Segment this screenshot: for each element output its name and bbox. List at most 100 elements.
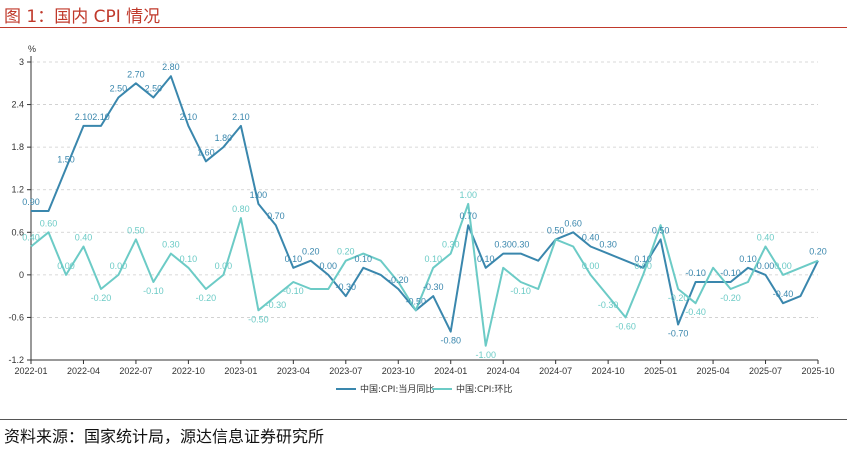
data-label-mom: -0.20	[668, 293, 689, 303]
x-tick-label: 2022-04	[67, 366, 100, 376]
data-label-yoy: 0.10	[285, 254, 303, 264]
data-label-yoy: -0.30	[423, 282, 444, 292]
legend-label-mom: 中国:CPI:环比	[456, 383, 512, 395]
footer-divider	[0, 419, 847, 420]
data-label-mom: 0.00	[215, 261, 233, 271]
data-label-yoy: -0.20	[388, 275, 409, 285]
data-label-yoy: 1.80	[215, 133, 233, 143]
x-tick-label: 2024-04	[487, 366, 520, 376]
data-label-yoy: 1.60	[197, 147, 215, 157]
x-tick-label: 2023-01	[224, 366, 257, 376]
data-label-yoy: 0.30	[494, 240, 512, 250]
y-tick-label: 0.6	[11, 227, 24, 237]
data-label-mom: 0.00	[774, 261, 792, 271]
series-line-mom	[30, 202, 819, 347]
data-label-yoy: 2.10	[92, 112, 110, 122]
series-lines	[30, 75, 819, 347]
data-label-mom: 0.30	[442, 240, 460, 250]
x-tick-label: 2023-04	[277, 366, 310, 376]
data-label-yoy: -0.10	[685, 268, 706, 278]
data-label-mom: 0.00	[634, 261, 652, 271]
series-line-yoy	[31, 75, 819, 333]
data-label-mom: 0.00	[57, 261, 75, 271]
data-label-yoy: -0.40	[773, 289, 794, 299]
data-label-mom: 0.80	[232, 204, 250, 214]
data-label-yoy: 0.20	[809, 247, 827, 257]
data-label-yoy: 2.10	[75, 112, 93, 122]
data-label-mom: 0.10	[180, 254, 198, 264]
data-label-yoy: 2.70	[127, 69, 145, 79]
data-label-yoy: 0.70	[459, 211, 477, 221]
legend: 中国:CPI:当月同比 中国:CPI:环比	[336, 383, 512, 395]
data-label-yoy: 0.40	[582, 232, 600, 242]
y-tick-label: 1.2	[11, 185, 24, 195]
data-label-yoy: 0.00	[757, 261, 775, 271]
source-note: 资料来源：国家统计局，源达信息证券研究所	[4, 427, 325, 446]
y-tick-label: -1.2	[8, 355, 24, 365]
x-tick-label: 2023-10	[382, 366, 415, 376]
data-label-mom: -0.60	[615, 321, 636, 331]
data-label-yoy: 0.30	[512, 240, 530, 250]
data-label-mom: -0.10	[283, 286, 304, 296]
data-label-mom: 0.20	[337, 247, 355, 257]
y-tick-label: 3	[19, 57, 24, 67]
x-tick-label: 2022-10	[172, 366, 205, 376]
data-label-yoy: -0.80	[440, 336, 461, 346]
data-label-yoy: -0.50	[405, 296, 426, 306]
data-label-mom: -0.10	[143, 286, 164, 296]
x-tick-label: 2024-01	[434, 366, 467, 376]
x-tick-labels: 2022-01 2022-04 2022-07 2022-10 2023-01 2023-…	[14, 360, 835, 376]
x-tick-label: 2022-01	[14, 366, 47, 376]
data-label-yoy: 0.10	[739, 254, 757, 264]
data-label-mom: -0.30	[598, 300, 619, 310]
y-tick-label: 1.8	[11, 142, 24, 152]
data-label-mom: -0.20	[720, 293, 741, 303]
x-tick-label: 2025-10	[801, 366, 834, 376]
data-label-mom: 1.00	[459, 190, 477, 200]
y-tick-label: 2.4	[11, 100, 24, 110]
data-label-mom: 0.30	[162, 240, 180, 250]
data-label-mom: -0.20	[196, 293, 217, 303]
data-label-mom: -0.40	[685, 307, 706, 317]
data-label-yoy: 1.00	[250, 190, 268, 200]
y-tick-label: -0.6	[8, 312, 24, 322]
data-label-yoy: 0.50	[652, 225, 670, 235]
data-label-yoy: 0.10	[355, 254, 373, 264]
x-tick-label: 2024-07	[539, 366, 572, 376]
data-label-yoy: 2.50	[110, 83, 128, 93]
data-label-yoy: 0.50	[547, 225, 565, 235]
legend-label-yoy: 中国:CPI:当月同比	[360, 383, 434, 395]
data-label-yoy: 0.10	[634, 254, 652, 264]
x-tick-label: 2025-07	[749, 366, 782, 376]
data-label-mom: 0.60	[40, 218, 58, 228]
y-tick-labels: 3 2.4 1.8 1.2 0.6 0 -0.6 -1.2	[8, 57, 24, 365]
data-label-mom: -0.10	[510, 286, 531, 296]
data-label-yoy: 1.50	[57, 154, 75, 164]
data-label-mom: 0.00	[582, 261, 600, 271]
x-tick-label: 2024-10	[592, 366, 625, 376]
data-label-yoy: 0.60	[564, 218, 582, 228]
data-label-mom: -0.50	[248, 314, 269, 324]
y-tick-label: 0	[19, 270, 24, 280]
data-label-yoy: 0.90	[22, 197, 40, 207]
data-label-yoy: 0.30	[599, 240, 617, 250]
data-label-mom: -0.30	[266, 300, 287, 310]
data-label-yoy: -0.70	[668, 329, 689, 339]
data-label-yoy: -0.30	[336, 282, 357, 292]
data-label-mom: 0.40	[22, 232, 40, 242]
data-labels: 0.901.502.10 2.102.502.702.502.802.101.60…	[22, 62, 827, 360]
data-label-yoy: 0.10	[477, 254, 495, 264]
data-label-mom: 0.00	[110, 261, 128, 271]
data-label-yoy: 0.00	[320, 261, 338, 271]
data-label-yoy: 0.70	[267, 211, 285, 221]
cpi-line-chart: % 32.41.81.20.60-0.6-1.2 2022-01 2022-04 2…	[8, 44, 835, 395]
data-label-yoy: -0.10	[720, 268, 741, 278]
data-label-yoy: 2.10	[232, 112, 250, 122]
title-divider	[0, 27, 847, 28]
y-axis-unit: %	[28, 44, 36, 54]
x-tick-label: 2022-07	[119, 366, 152, 376]
data-label-mom: -0.20	[91, 293, 112, 303]
data-label-mom: 0.50	[127, 225, 145, 235]
x-tick-label: 2025-04	[697, 366, 730, 376]
axes	[30, 56, 818, 361]
